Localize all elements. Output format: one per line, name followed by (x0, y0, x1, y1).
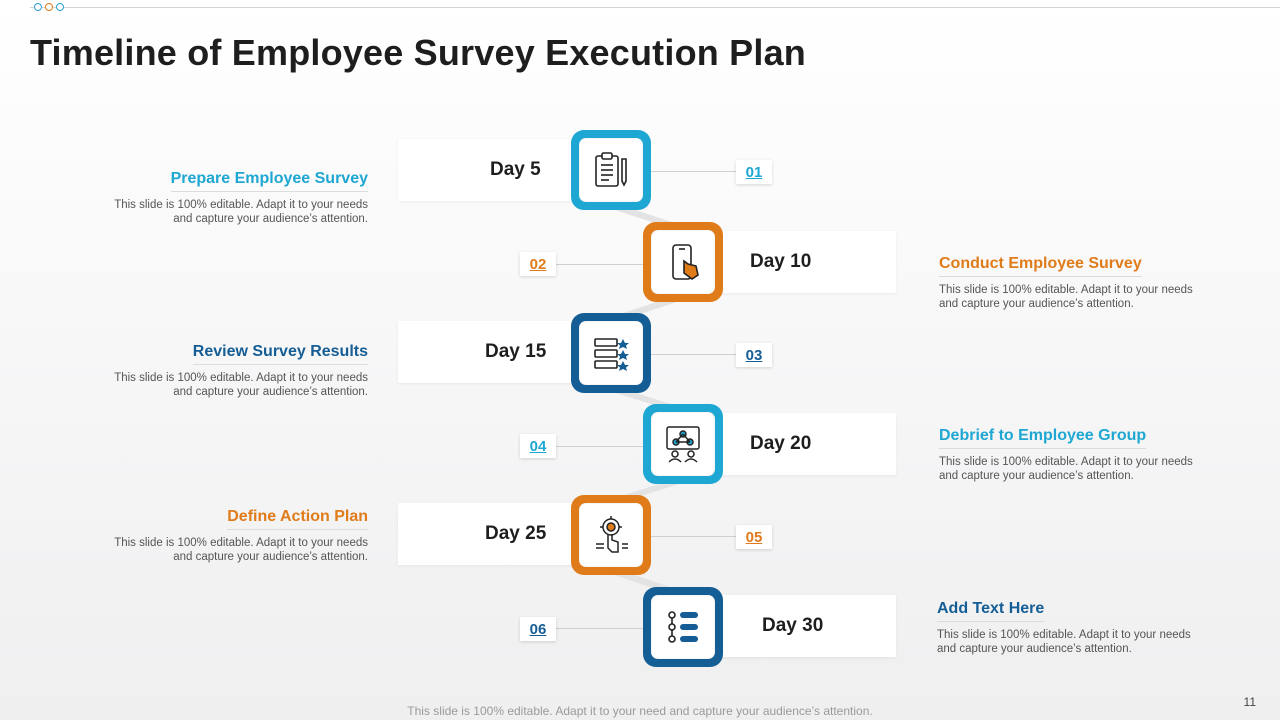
step-icon-frame (571, 313, 651, 393)
phone-tap-icon (672, 244, 699, 280)
decor-dot (56, 3, 64, 11)
rating-list-icon (594, 338, 629, 371)
day-card: Day 10 (700, 231, 896, 293)
team-meeting-icon (666, 426, 700, 463)
decor-dot (45, 3, 53, 11)
day-card: Day 25 (398, 503, 588, 565)
top-divider (30, 7, 1280, 8)
decor-dots (34, 3, 64, 11)
step-number: 04 (520, 434, 556, 458)
step-icon-frame (571, 130, 651, 210)
number-connector (556, 446, 643, 447)
slide-title: Timeline of Employee Survey Execution Pl… (30, 32, 806, 73)
number-connector (651, 354, 737, 355)
step-icon-frame (643, 404, 723, 484)
footer-note: This slide is 100% editable. Adapt it to… (407, 704, 873, 718)
day-card: Day 20 (700, 413, 896, 475)
step-label: Add Text Here This slide is 100% editabl… (937, 600, 1197, 656)
step-description: This slide is 100% editable. Adapt it to… (939, 284, 1193, 310)
step-description: This slide is 100% editable. Adapt it to… (939, 456, 1193, 482)
decor-dot (34, 3, 42, 11)
step-label: Define Action Plan This slide is 100% ed… (108, 508, 368, 564)
number-connector (651, 171, 737, 172)
step-description: This slide is 100% editable. Adapt it to… (114, 537, 368, 563)
step-description: This slide is 100% editable. Adapt it to… (114, 372, 368, 398)
day-label: Day 20 (750, 433, 812, 454)
step-icon-frame (571, 495, 651, 575)
step-heading: Prepare Employee Survey (170, 170, 368, 192)
step-description: This slide is 100% editable. Adapt it to… (937, 629, 1191, 655)
step-heading: Conduct Employee Survey (939, 255, 1142, 277)
step-number: 06 (520, 617, 556, 641)
step-label: Conduct Employee Survey This slide is 10… (939, 255, 1199, 311)
number-connector (556, 628, 643, 629)
day-card: Day 5 (398, 139, 588, 201)
day-card: Day 15 (398, 321, 588, 383)
step-label: Prepare Employee Survey This slide is 10… (108, 170, 368, 226)
step-number: 02 (520, 252, 556, 276)
step-description: This slide is 100% editable. Adapt it to… (114, 199, 368, 225)
step-number: 01 (736, 160, 772, 184)
flow-steps-icon (668, 611, 698, 643)
step-label: Debrief to Employee Group This slide is … (939, 427, 1199, 483)
number-connector (651, 536, 737, 537)
number-connector (556, 264, 643, 265)
day-label: Day 30 (762, 615, 824, 636)
step-heading: Debrief to Employee Group (939, 427, 1147, 449)
day-label: Day 15 (485, 341, 547, 362)
day-card: Day 30 (700, 595, 896, 657)
step-icon-frame (643, 222, 723, 302)
step-heading: Add Text Here (937, 600, 1045, 622)
page-number: 11 (1243, 695, 1256, 709)
clipboard-pencil-icon (595, 152, 627, 187)
step-label: Review Survey Results This slide is 100%… (108, 343, 368, 399)
target-action-icon (596, 516, 628, 553)
step-number: 05 (736, 525, 772, 549)
day-label: Day 10 (750, 251, 812, 272)
step-heading: Define Action Plan (227, 508, 368, 530)
day-label: Day 5 (490, 159, 541, 180)
step-icon-frame (643, 587, 723, 667)
step-number: 03 (736, 343, 772, 367)
step-heading: Review Survey Results (192, 343, 368, 365)
day-label: Day 25 (485, 523, 547, 544)
